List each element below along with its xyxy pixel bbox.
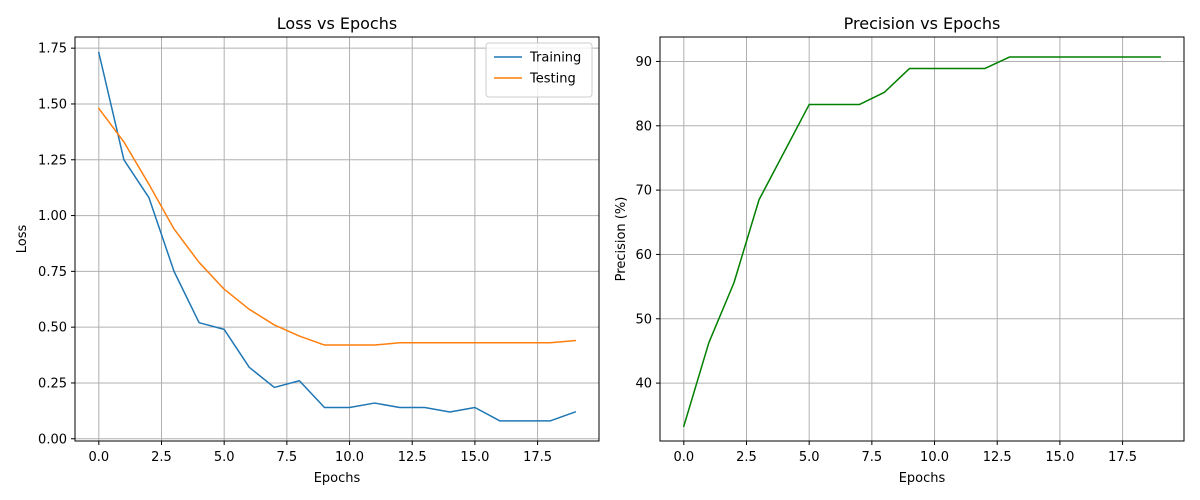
precision-series-line-0 <box>682 56 1161 428</box>
loss-xtick-label: 15.0 <box>460 450 489 465</box>
precision-chart-title: Precision vs Epochs <box>844 14 1001 33</box>
precision-chart: 0.0 2.5 5.0 7.5 10.0 12.5 15.0 17.5 40 50 60 70 80 90… <box>614 14 1185 486</box>
loss-axes-frame <box>74 36 600 442</box>
loss-legend-label-training: Training <box>529 51 581 66</box>
precision-xtick-label: 7.5 <box>862 450 883 465</box>
loss-legend: Training Testing <box>485 42 593 98</box>
loss-ytick-label: 1.75 <box>38 42 67 57</box>
loss-chart-title: Loss vs Epochs <box>277 14 397 33</box>
precision-ytick-label: 60 <box>635 248 652 263</box>
loss-xtick-label: 12.5 <box>398 450 427 465</box>
precision-xtick-label: 10.0 <box>920 450 949 465</box>
precision-ytick-label: 50 <box>635 312 652 327</box>
loss-chart: 0.0 2.5 5.0 7.5 10.0 12.5 15.0 17.5 0.00 0.25 0.50… <box>15 14 600 486</box>
precision-ytick-label: 80 <box>635 119 652 134</box>
loss-ytick-label: 0.75 <box>38 265 67 280</box>
precision-xtick-label: 0.0 <box>673 450 694 465</box>
precision-xtick-label: 15.0 <box>1045 450 1074 465</box>
loss-y-axis-label: Loss <box>15 225 30 254</box>
loss-ytick-label: 1.00 <box>38 209 67 224</box>
loss-series-line-training <box>97 51 577 422</box>
precision-ytick-label: 70 <box>635 184 652 199</box>
loss-xtick-label: 0.0 <box>88 450 109 465</box>
precision-xtick-label: 2.5 <box>736 450 757 465</box>
precision-grid <box>660 37 1184 441</box>
loss-xtick-label: 17.5 <box>523 450 552 465</box>
loss-ytick-label: 0.50 <box>38 321 67 336</box>
loss-grid <box>75 37 599 441</box>
precision-ytick-label: 90 <box>635 55 652 70</box>
loss-ytick-label: 1.25 <box>38 153 67 168</box>
precision-y-axis-label: Precision (%) <box>614 197 629 282</box>
precision-xtick-label: 5.0 <box>799 450 820 465</box>
precision-axes-frame <box>659 36 1185 442</box>
loss-ytick-label: 0.25 <box>38 376 67 391</box>
loss-xtick-label: 2.5 <box>151 450 172 465</box>
precision-xtick-label: 17.5 <box>1108 450 1137 465</box>
loss-series-line-testing <box>97 107 576 346</box>
precision-xtick-label: 12.5 <box>983 450 1012 465</box>
loss-x-axis-label: Epochs <box>314 471 361 486</box>
loss-legend-label-testing: Testing <box>529 72 576 87</box>
precision-ytick-label: 40 <box>635 377 652 392</box>
loss-xtick-label: 5.0 <box>214 450 235 465</box>
loss-xtick-label: 7.5 <box>277 450 298 465</box>
loss-ytick-label: 1.50 <box>38 97 67 112</box>
precision-x-axis-label: Epochs <box>899 471 946 486</box>
loss-xtick-label: 10.0 <box>335 450 364 465</box>
loss-ytick-label: 0.00 <box>38 432 67 447</box>
